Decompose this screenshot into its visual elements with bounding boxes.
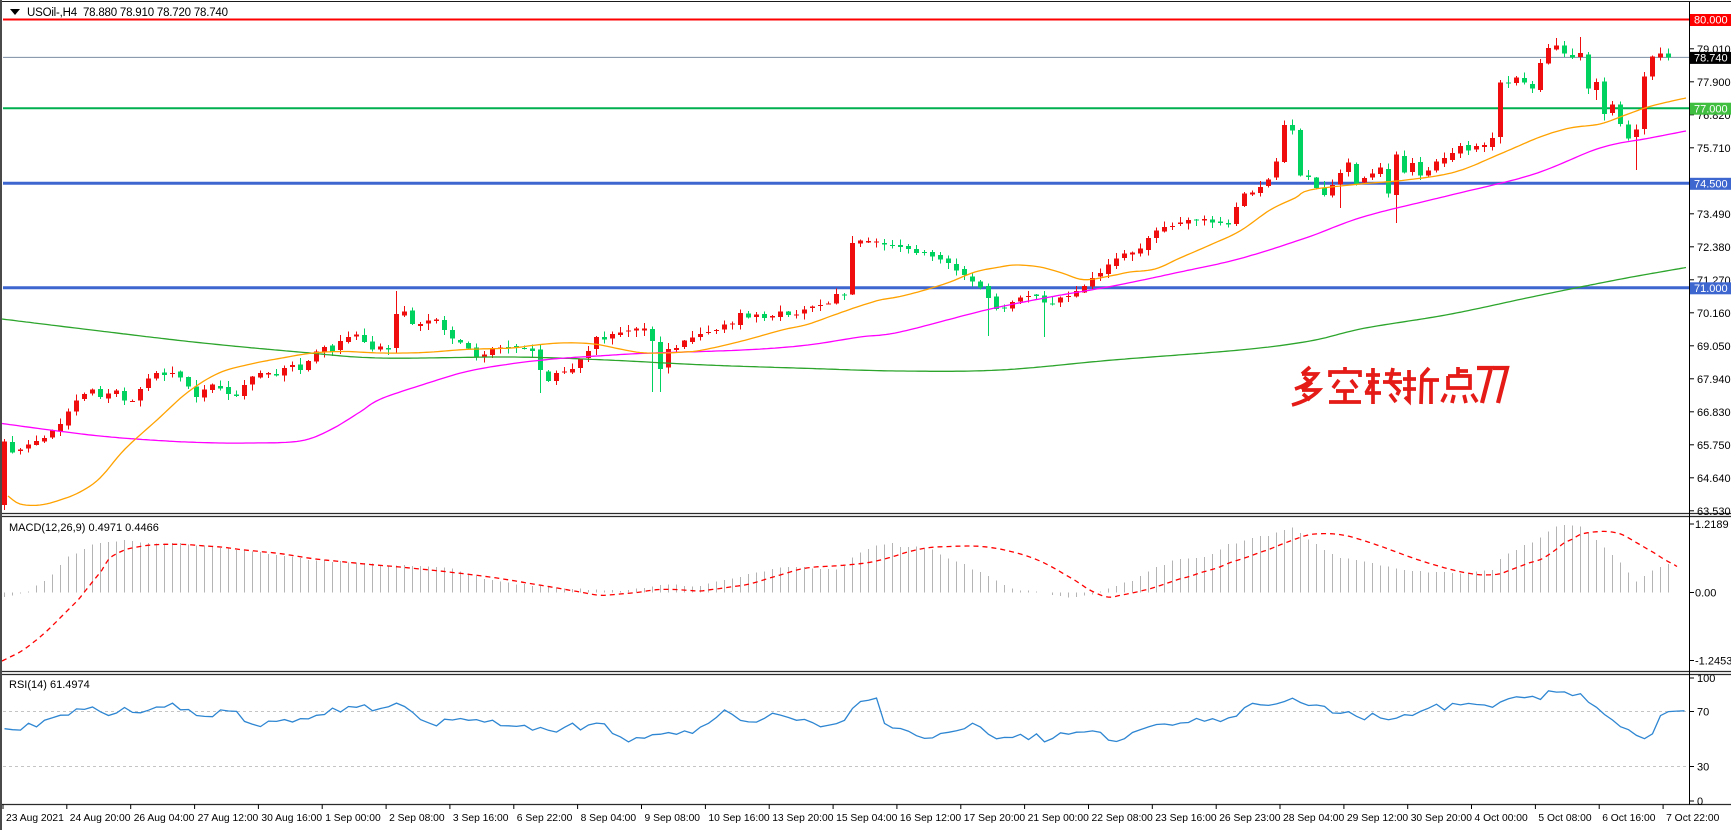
svg-text:29 Sep 12:00: 29 Sep 12:00 [1347, 813, 1409, 824]
svg-text:27 Aug 12:00: 27 Aug 12:00 [198, 813, 259, 824]
svg-text:66.830: 66.830 [1697, 407, 1731, 419]
svg-text:100: 100 [1697, 673, 1715, 685]
svg-text:0: 0 [1697, 796, 1703, 808]
svg-text:RSI(14) 61.4974: RSI(14) 61.4974 [9, 679, 90, 691]
svg-text:7 Oct 22:00: 7 Oct 22:00 [1666, 813, 1720, 824]
svg-text:8 Sep 04:00: 8 Sep 04:00 [581, 813, 637, 824]
svg-text:80.000: 80.000 [1694, 15, 1728, 27]
svg-text:63.530: 63.530 [1697, 506, 1731, 518]
svg-text:75.710: 75.710 [1697, 143, 1731, 155]
svg-text:77.900: 77.900 [1697, 77, 1731, 89]
svg-text:USOil-,H4 78.880 78.910 78.72: USOil-,H4 78.880 78.910 78.720 78.740 [27, 7, 228, 19]
svg-text:23 Aug 2021: 23 Aug 2021 [6, 813, 64, 824]
svg-text:10 Sep 16:00: 10 Sep 16:00 [708, 813, 770, 824]
svg-text:9 Sep 08:00: 9 Sep 08:00 [645, 813, 701, 824]
svg-text:73.490: 73.490 [1697, 209, 1731, 221]
svg-text:16 Sep 12:00: 16 Sep 12:00 [900, 813, 962, 824]
svg-text:77.000: 77.000 [1694, 103, 1728, 115]
svg-text:30 Sep 20:00: 30 Sep 20:00 [1411, 813, 1473, 824]
svg-text:MACD(12,26,9) 0.4971 0.4466: MACD(12,26,9) 0.4971 0.4466 [9, 522, 159, 534]
svg-text:-1.2453: -1.2453 [1695, 656, 1731, 668]
svg-text:74.500: 74.500 [1694, 179, 1728, 191]
svg-text:72.380: 72.380 [1697, 242, 1731, 254]
svg-text:23 Sep 16:00: 23 Sep 16:00 [1155, 813, 1217, 824]
svg-text:78.740: 78.740 [1694, 53, 1728, 65]
svg-text:1.2189: 1.2189 [1695, 519, 1729, 531]
svg-text:0.00: 0.00 [1695, 588, 1716, 600]
svg-text:22 Sep 08:00: 22 Sep 08:00 [1092, 813, 1154, 824]
svg-text:6 Sep 22:00: 6 Sep 22:00 [517, 813, 573, 824]
svg-text:70.160: 70.160 [1697, 308, 1731, 320]
svg-text:65.750: 65.750 [1697, 440, 1731, 452]
svg-text:67.940: 67.940 [1697, 374, 1731, 386]
svg-text:70: 70 [1697, 707, 1709, 719]
svg-text:2 Sep 08:00: 2 Sep 08:00 [389, 813, 445, 824]
svg-text:15 Sep 04:00: 15 Sep 04:00 [836, 813, 898, 824]
svg-text:1 Sep 00:00: 1 Sep 00:00 [325, 813, 381, 824]
svg-text:4 Oct 00:00: 4 Oct 00:00 [1475, 813, 1529, 824]
svg-text:26 Aug 04:00: 26 Aug 04:00 [134, 813, 195, 824]
svg-text:28 Sep 04:00: 28 Sep 04:00 [1283, 813, 1345, 824]
svg-text:26 Sep 23:00: 26 Sep 23:00 [1219, 813, 1281, 824]
svg-text:24 Aug 20:00: 24 Aug 20:00 [70, 813, 131, 824]
svg-text:13 Sep 20:00: 13 Sep 20:00 [772, 813, 834, 824]
svg-text:6 Oct 16:00: 6 Oct 16:00 [1602, 813, 1656, 824]
svg-text:21 Sep 00:00: 21 Sep 00:00 [1028, 813, 1090, 824]
svg-text:5 Oct 08:00: 5 Oct 08:00 [1538, 813, 1592, 824]
svg-text:17 Sep 20:00: 17 Sep 20:00 [964, 813, 1026, 824]
svg-text:71.000: 71.000 [1694, 283, 1728, 295]
svg-text:3 Sep 16:00: 3 Sep 16:00 [453, 813, 509, 824]
svg-text:69.050: 69.050 [1697, 341, 1731, 353]
svg-text:30: 30 [1697, 762, 1709, 774]
svg-text:30 Aug 16:00: 30 Aug 16:00 [261, 813, 322, 824]
svg-text:64.640: 64.640 [1697, 473, 1731, 485]
